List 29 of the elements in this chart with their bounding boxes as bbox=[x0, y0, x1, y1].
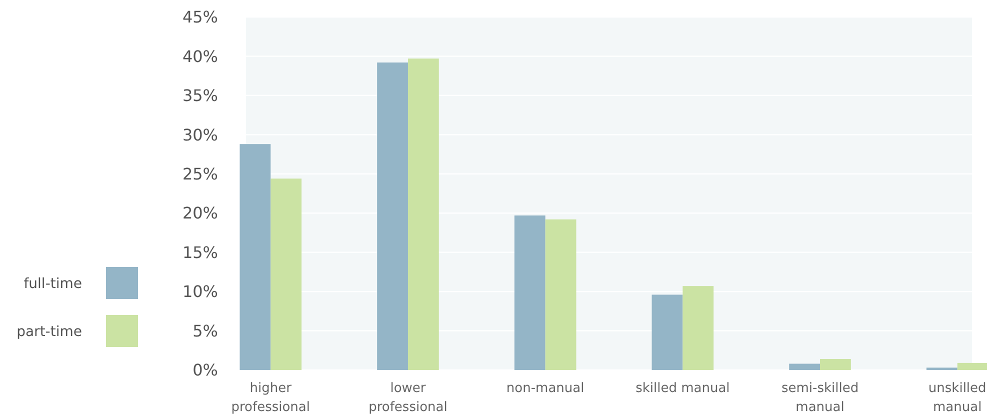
bar bbox=[270, 178, 302, 370]
y-tick-label: 30% bbox=[182, 125, 218, 144]
bar bbox=[682, 286, 714, 370]
x-tick-label: lower professional bbox=[368, 381, 448, 415]
bar bbox=[957, 362, 987, 370]
bar bbox=[545, 219, 576, 370]
legend-label: part-time bbox=[16, 324, 82, 340]
legend-label: full-time bbox=[24, 276, 82, 292]
x-tick-label: non-manual bbox=[506, 381, 584, 396]
y-tick-label: 5% bbox=[192, 321, 218, 340]
bar bbox=[652, 294, 683, 370]
x-tick-label: unskilled manual bbox=[928, 381, 986, 415]
y-tick-label: 15% bbox=[182, 242, 218, 262]
y-tick-label: 0% bbox=[192, 360, 218, 380]
y-tick-label: 20% bbox=[182, 204, 218, 223]
y-tick-label: 25% bbox=[182, 164, 218, 184]
bar bbox=[514, 215, 546, 370]
y-tick-label: 45% bbox=[182, 8, 218, 27]
bar bbox=[820, 359, 851, 370]
bar bbox=[240, 144, 271, 370]
bar bbox=[789, 364, 820, 370]
y-tick-label: 10% bbox=[182, 282, 218, 302]
bar bbox=[408, 58, 439, 370]
y-tick-label: 40% bbox=[182, 46, 218, 66]
bar bbox=[377, 62, 408, 370]
x-tick-label: skilled manual bbox=[636, 381, 730, 396]
x-tick-label: higher professional bbox=[231, 381, 310, 415]
y-tick-label: 35% bbox=[182, 86, 218, 106]
x-tick-label: semi-skilled manual bbox=[781, 381, 859, 415]
